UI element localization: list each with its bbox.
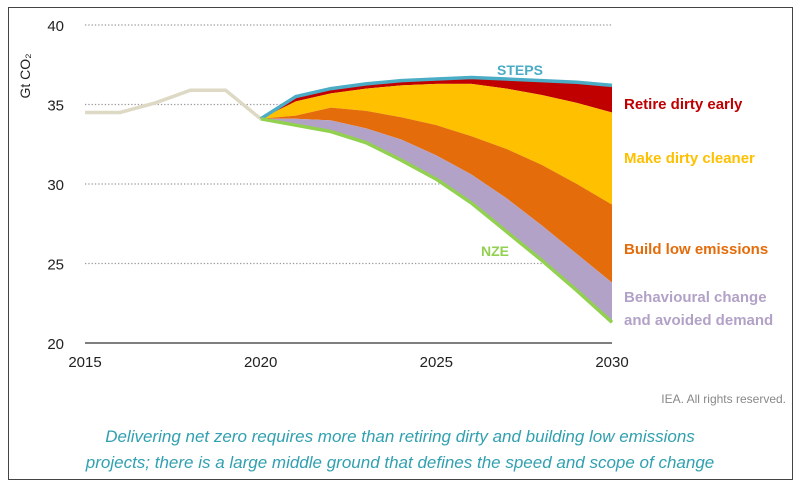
y-tick-label: 25 xyxy=(47,257,64,274)
band-make-dirty-cleaner xyxy=(260,83,612,205)
band-behavioural-change-and-avoided-demand xyxy=(260,118,612,323)
caption-line-1: Delivering net zero requires more than r… xyxy=(105,427,695,446)
line-nze xyxy=(260,117,614,324)
y-axis-label: Gt CO₂ xyxy=(17,53,33,98)
y-tick-label: 30 xyxy=(47,177,64,194)
label-retire: Retire dirty early xyxy=(624,96,743,113)
historical-line xyxy=(85,88,262,121)
label-build: Build low emissions xyxy=(624,241,768,258)
y-tick-label: 40 xyxy=(47,18,64,35)
label-nze: NZE xyxy=(481,243,509,259)
band-build-low-emissions xyxy=(260,107,612,283)
label-behav-2: and avoided demand xyxy=(624,312,773,329)
label-steps: STEPS xyxy=(497,62,543,78)
figure-frame xyxy=(8,7,793,480)
label-behav-1: Behavioural change xyxy=(624,289,767,306)
y-tick-label: 20 xyxy=(47,336,64,353)
caption-line-2: projects; there is a large middle ground… xyxy=(85,453,715,472)
label-cleaner: Make dirty cleaner xyxy=(624,150,755,167)
x-tick-label: 2020 xyxy=(244,354,277,371)
line-steps xyxy=(259,75,613,121)
credit-text: IEA. All rights reserved. xyxy=(661,392,786,406)
x-tick-label: 2025 xyxy=(420,354,453,371)
x-tick-label: 2015 xyxy=(68,354,101,371)
caption: Delivering net zero requires more than r… xyxy=(10,424,790,476)
x-tick-label: 2030 xyxy=(595,354,628,371)
y-tick-label: 35 xyxy=(47,98,64,115)
